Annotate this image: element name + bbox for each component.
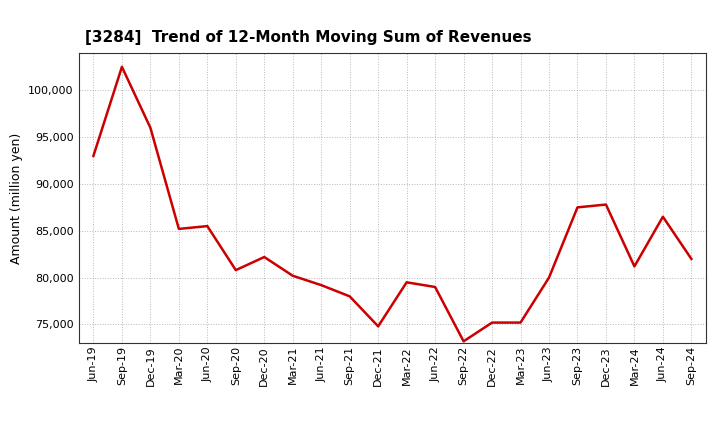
- Text: [3284]  Trend of 12-Month Moving Sum of Revenues: [3284] Trend of 12-Month Moving Sum of R…: [86, 29, 532, 45]
- Y-axis label: Amount (million yen): Amount (million yen): [9, 132, 22, 264]
